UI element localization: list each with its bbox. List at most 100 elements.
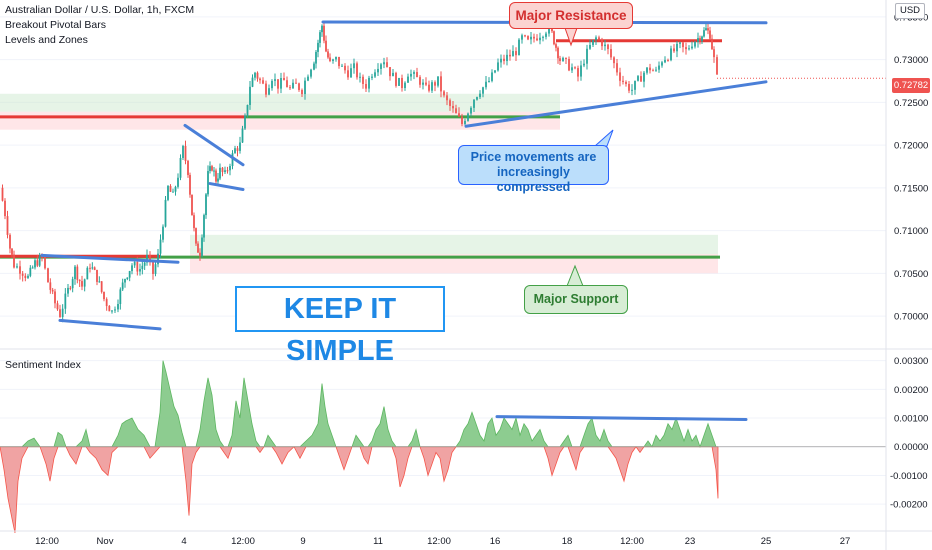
sentiment-title[interactable]: Sentiment Index	[5, 359, 81, 371]
candle-body	[524, 35, 526, 37]
candle-body	[362, 76, 364, 84]
candle-body	[559, 58, 561, 62]
candle-body	[207, 171, 209, 195]
candle-body	[598, 37, 600, 40]
candle-body	[56, 303, 59, 310]
candle-body	[571, 67, 573, 71]
candle-body	[419, 77, 421, 85]
candle-body	[491, 72, 493, 81]
candle-body	[244, 115, 246, 129]
candle-body	[69, 287, 72, 289]
sentiment-positive-area	[0, 360, 718, 448]
candle-body	[254, 72, 256, 78]
candle-body	[347, 70, 349, 78]
candle-body	[449, 100, 451, 106]
candle-body	[184, 145, 187, 161]
candle-body	[179, 157, 182, 178]
candle-body	[162, 226, 164, 240]
compression-line-2: increasingly compressed	[496, 165, 571, 194]
candle-body	[703, 30, 705, 37]
candle-body	[154, 264, 157, 274]
candle-body	[368, 77, 370, 89]
indicator-label-levels[interactable]: Levels and Zones	[5, 34, 88, 46]
indicator-label-breakout[interactable]: Breakout Pivotal Bars	[5, 19, 106, 31]
major-support-callout[interactable]: Major Support	[524, 285, 628, 314]
candle-body	[131, 265, 133, 272]
candle-body	[425, 82, 427, 85]
candle-body	[497, 62, 499, 71]
price-tick-label: 0.71500	[894, 183, 928, 194]
price-tick-label: 0.71000	[894, 226, 928, 237]
candle-body	[371, 76, 373, 78]
candle-body	[667, 59, 669, 61]
candle-body	[256, 72, 259, 79]
candle-body	[191, 194, 193, 216]
candle-body	[664, 59, 666, 63]
candle-body	[705, 28, 707, 31]
candle-body	[679, 42, 681, 44]
sentiment-tick-label: -0.00200	[890, 500, 928, 511]
candle-body	[139, 269, 141, 272]
compression-line-1: Price movements are	[470, 150, 597, 164]
zone-upper-half	[0, 93, 560, 112]
time-tick-label: 12:00	[620, 536, 644, 547]
candle-body	[103, 291, 105, 300]
candle-body	[236, 148, 239, 151]
candle-body	[193, 215, 195, 229]
candle-body	[327, 51, 329, 58]
candle-body	[555, 44, 557, 48]
candle-body	[209, 166, 211, 172]
candle-body	[159, 239, 162, 254]
candle-body	[21, 273, 24, 276]
candle-body	[488, 80, 490, 82]
zone-lower-half	[0, 111, 560, 130]
candle-body	[622, 80, 624, 82]
candle-body	[114, 309, 116, 311]
candle-body	[31, 267, 34, 269]
trendline	[40, 253, 180, 264]
price-tick-label: 0.72000	[894, 141, 928, 152]
candle-body	[251, 77, 254, 87]
candle-body	[310, 69, 312, 77]
time-tick-label: 23	[685, 536, 696, 547]
zone-layer	[0, 93, 718, 274]
candle-body	[313, 63, 315, 70]
candle-body	[565, 57, 567, 60]
candle-body	[81, 281, 83, 287]
candle-body	[51, 289, 54, 292]
candle-body	[121, 282, 124, 290]
candle-body	[649, 67, 651, 71]
candle-body	[350, 68, 352, 78]
candle-body	[329, 57, 331, 61]
candle-body	[688, 48, 690, 50]
time-tick-label: 25	[761, 536, 772, 547]
candle-body	[295, 82, 297, 84]
major-resistance-callout[interactable]: Major Resistance	[509, 2, 633, 29]
candle-body	[152, 260, 154, 274]
candle-body	[16, 266, 18, 268]
candle-body	[389, 67, 391, 77]
candle-body	[64, 293, 67, 309]
candle-body	[54, 291, 56, 304]
candle-body	[246, 104, 249, 116]
trendline	[183, 123, 245, 167]
compression-callout[interactable]: Price movements are increasingly compres…	[458, 145, 609, 194]
candle-body	[338, 56, 340, 67]
candle-body	[676, 43, 678, 52]
candle-body	[124, 279, 126, 283]
currency-button[interactable]: USD	[895, 3, 925, 19]
candle-body	[607, 44, 609, 50]
candle-body	[365, 83, 367, 89]
candle-body	[553, 31, 555, 45]
candle-body	[321, 25, 323, 33]
candle-body	[239, 142, 241, 151]
keep-it-simple-banner[interactable]: KEEP IT SIMPLE	[235, 286, 445, 367]
candle-body	[557, 47, 559, 59]
candle-body	[380, 64, 382, 69]
candle-body	[149, 254, 151, 261]
candle-body	[146, 254, 148, 263]
candle-body	[601, 39, 603, 47]
candle-body	[271, 80, 273, 89]
candle-body	[604, 44, 606, 47]
